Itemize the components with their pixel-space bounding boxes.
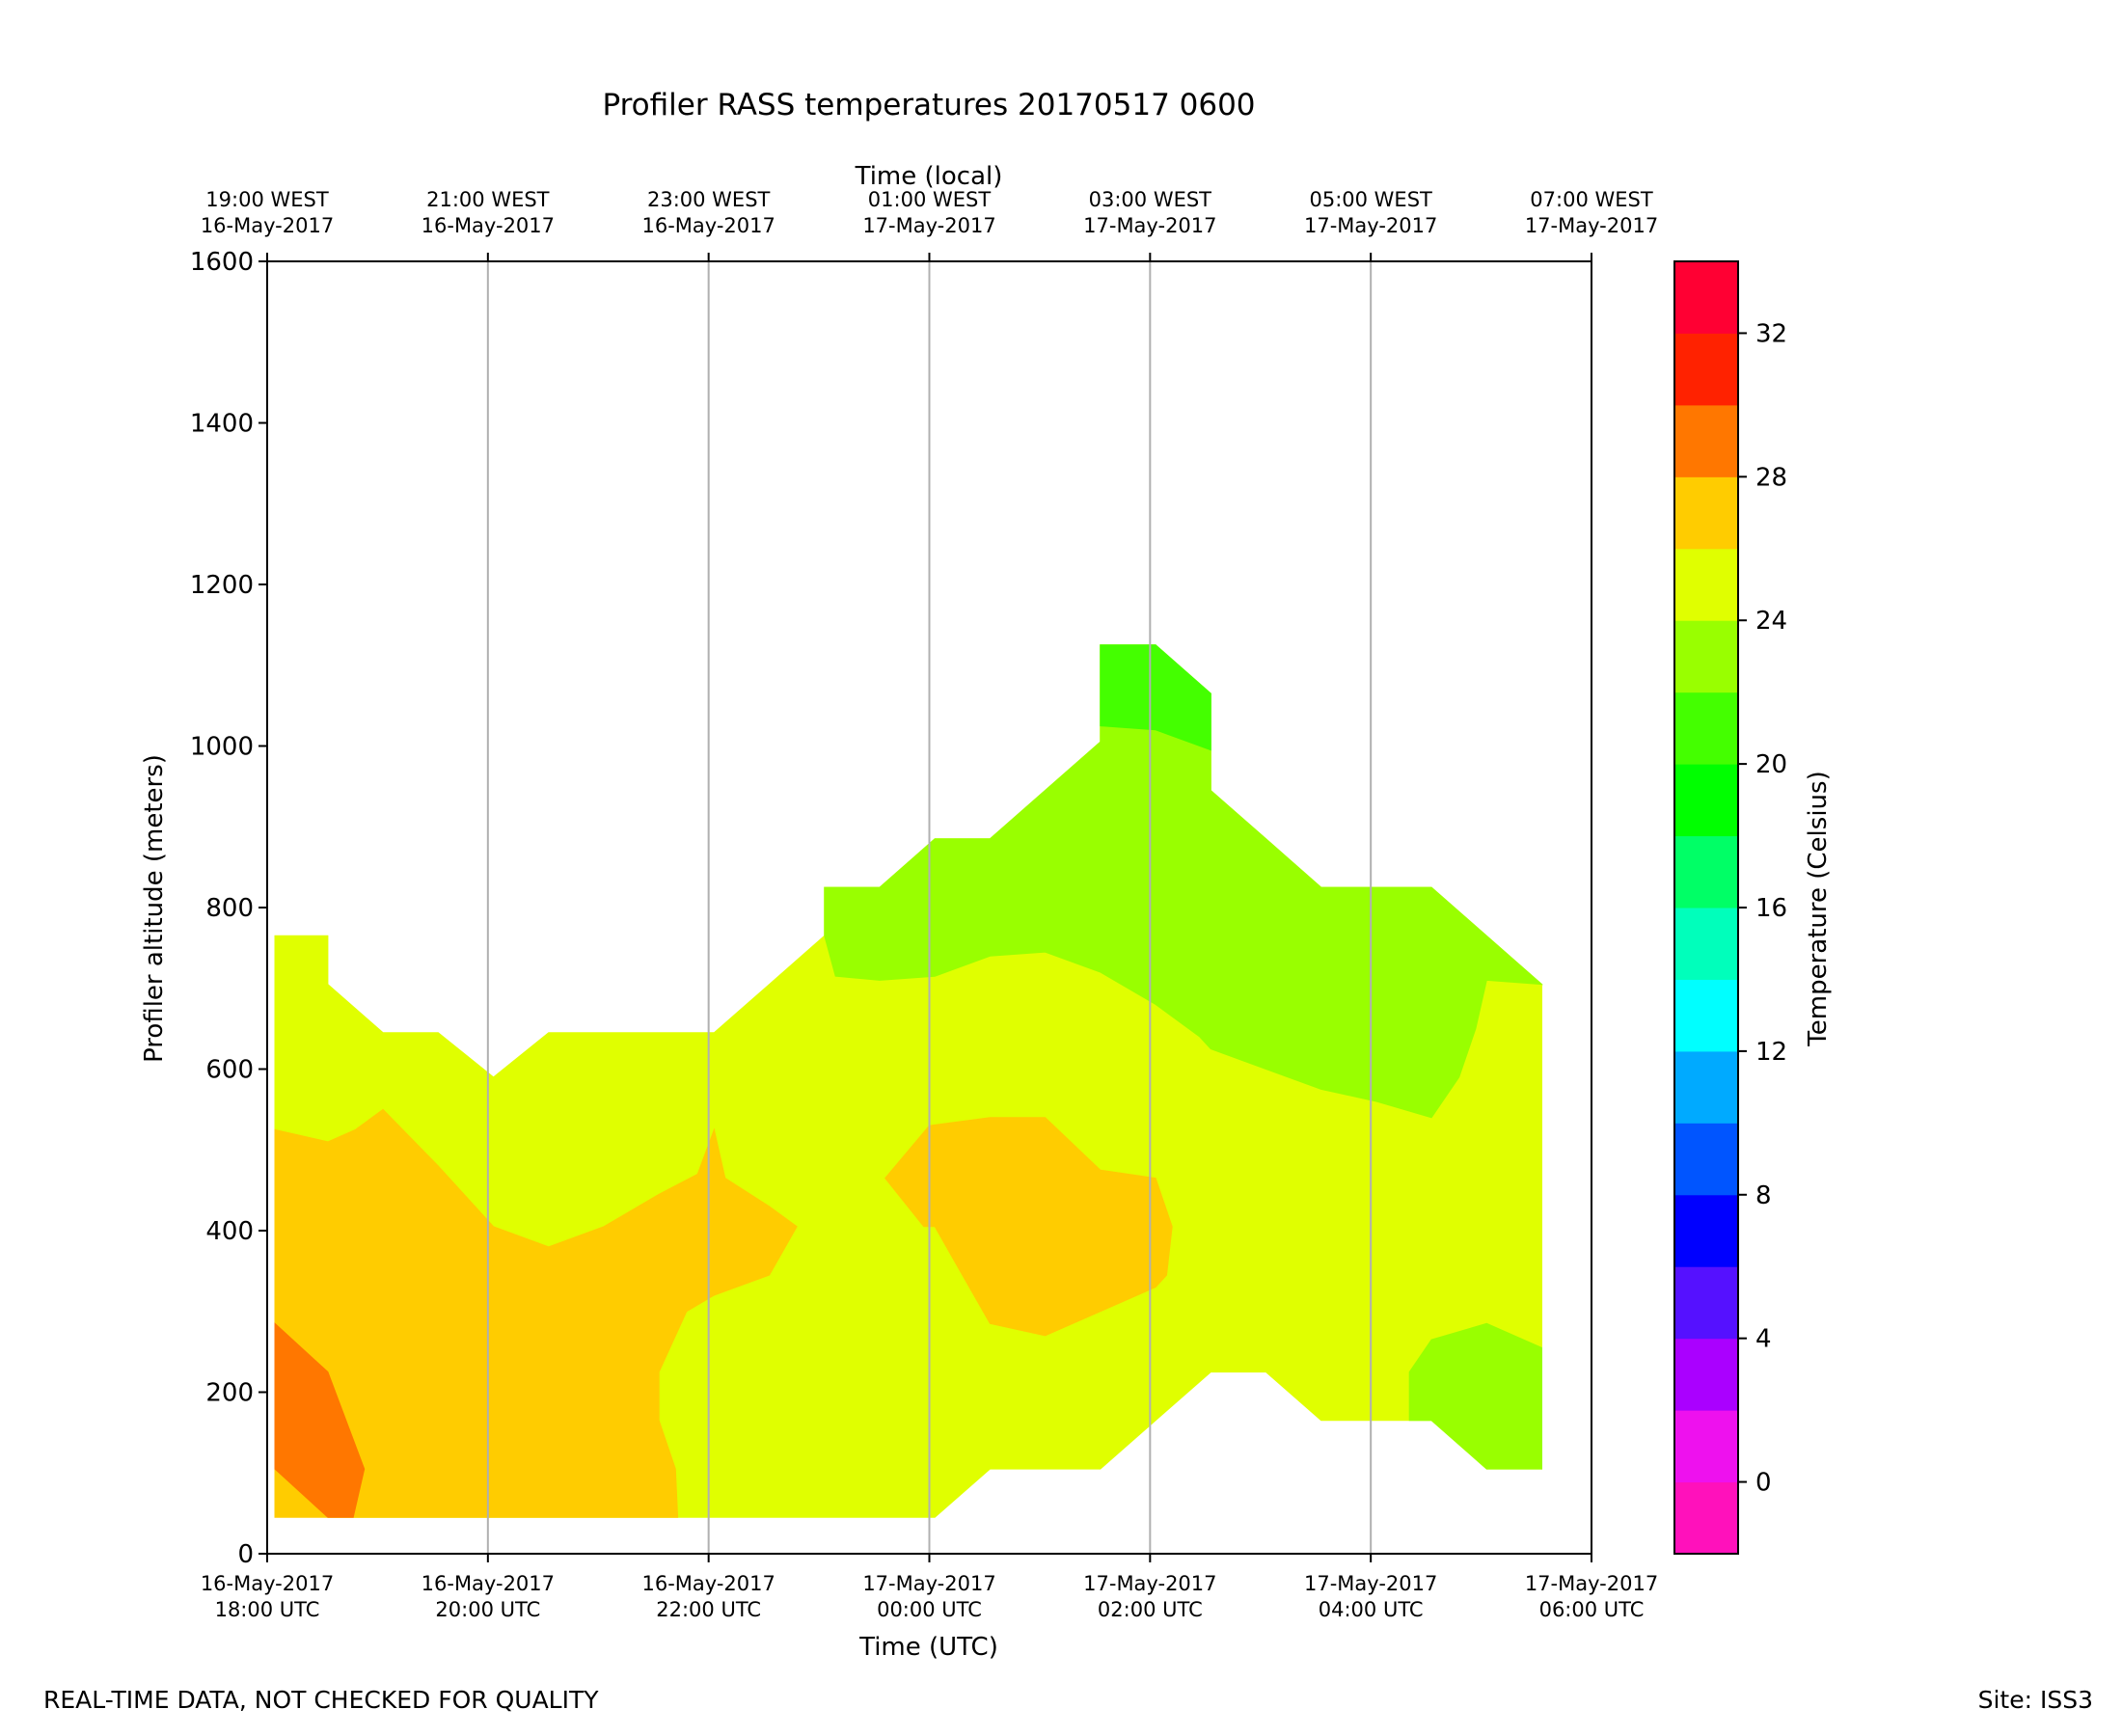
y-tick-label: 800	[205, 894, 254, 923]
contour-region-3	[274, 1322, 366, 1518]
colorbar-segment	[1674, 1050, 1738, 1124]
grid-lines	[486, 261, 1373, 1554]
x2-tick-label-time: 07:00 WEST	[1530, 188, 1653, 211]
x2-tick-label-date: 17-May-2017	[1525, 214, 1658, 237]
colorbar-tick-label: 4	[1755, 1325, 1772, 1354]
x-tick-label-time: 04:00 UTC	[1319, 1598, 1424, 1621]
contour-region-5	[1408, 1322, 1542, 1470]
x-tick-label-time: 22:00 UTC	[656, 1598, 761, 1621]
x-axis-local: 19:00 WEST 16-May-2017 21:00 WEST 16-May-20…	[201, 188, 1658, 261]
colorbar-segment	[1674, 835, 1738, 909]
colorbar-segment	[1674, 261, 1738, 334]
contour-region-4	[824, 644, 1543, 1119]
x-tick-label-date: 16-May-2017	[422, 1572, 555, 1595]
x-tick-label-date: 17-May-2017	[1083, 1572, 1216, 1595]
y-tick-label: 1400	[190, 410, 254, 439]
x2-tick-label-date: 16-May-2017	[201, 214, 334, 237]
contour-region-6	[1100, 644, 1211, 751]
colorbar-tick-label: 12	[1755, 1038, 1787, 1067]
colorbar-segment	[1674, 764, 1738, 837]
y-tick-label: 1600	[190, 248, 254, 277]
x2-tick-label-date: 16-May-2017	[422, 214, 555, 237]
x-tick-label-time: 00:00 UTC	[877, 1598, 982, 1621]
y-tick-label: 1200	[190, 571, 254, 600]
y-tick-label: 400	[205, 1217, 254, 1246]
colorbar-segment	[1674, 333, 1738, 406]
contour-region-2	[884, 1117, 1173, 1337]
x-tick-label-date: 17-May-2017	[1525, 1572, 1658, 1595]
colorbar-segment	[1674, 1481, 1738, 1555]
x-axis-utc: 16-May-2017 18:00 UTC 16-May-2017 20:00 UTC…	[201, 1554, 1658, 1621]
colorbar-segment	[1674, 1410, 1738, 1483]
colorbar-tick-label: 28	[1755, 463, 1787, 492]
x-tick-label-time: 06:00 UTC	[1539, 1598, 1645, 1621]
y-tick-label: 0	[237, 1540, 254, 1569]
colorbar-tick-label: 32	[1755, 319, 1787, 348]
y-axis: 0 200 400 600 800 1000 1200 1400 1600	[190, 248, 267, 1569]
colorbar-segment	[1674, 1266, 1738, 1340]
colorbar-segment	[1674, 1194, 1738, 1267]
y-tick-label: 600	[205, 1056, 254, 1085]
x-tick-label-time: 02:00 UTC	[1098, 1598, 1203, 1621]
x2-tick-label-time: 05:00 WEST	[1309, 188, 1432, 211]
x-tick-label-date: 17-May-2017	[862, 1572, 995, 1595]
x-tick-label-time: 20:00 UTC	[435, 1598, 540, 1621]
colorbar-tick-label: 24	[1755, 607, 1787, 636]
x2-tick-label-time: 19:00 WEST	[205, 188, 329, 211]
colorbar-segment	[1674, 692, 1738, 765]
colorbar-segment	[1674, 620, 1738, 693]
x-tick-label-time: 18:00 UTC	[215, 1598, 320, 1621]
x2-tick-label-date: 17-May-2017	[862, 214, 995, 237]
chart-title: Profiler RASS temperatures 20170517 0600	[602, 88, 1255, 122]
x-tick-label-date: 16-May-2017	[641, 1572, 775, 1595]
x2-axis-label: Time (local)	[855, 162, 1003, 191]
y-axis-label: Profiler altitude (meters)	[140, 754, 169, 1063]
x-tick-label-date: 16-May-2017	[201, 1572, 334, 1595]
colorbar-tick-label: 20	[1755, 750, 1787, 779]
contour-region-1	[274, 1108, 798, 1518]
x-tick-label-date: 17-May-2017	[1304, 1572, 1437, 1595]
x2-tick-label-date: 17-May-2017	[1304, 214, 1437, 237]
colorbar: 0 4 8 12 16 20 24 28 32	[1673, 260, 1787, 1555]
colorbar-tick-label: 8	[1755, 1181, 1772, 1210]
colorbar-segment	[1674, 979, 1738, 1052]
site-label: Site: ISS3	[1977, 1686, 2093, 1714]
colorbar-segment	[1674, 1123, 1738, 1196]
colorbar-tick-label: 0	[1755, 1469, 1772, 1498]
colorbar-label: Temperature (Celsius)	[1804, 771, 1833, 1046]
colorbar-segment	[1674, 1338, 1738, 1411]
x-axis-label: Time (UTC)	[858, 1633, 998, 1662]
x2-tick-label-date: 16-May-2017	[641, 214, 775, 237]
x2-tick-label-time: 03:00 WEST	[1089, 188, 1212, 211]
x2-tick-label-time: 23:00 WEST	[647, 188, 771, 211]
x2-tick-label-time: 01:00 WEST	[868, 188, 992, 211]
quality-note: REAL-TIME DATA, NOT CHECKED FOR QUALITY	[43, 1686, 599, 1714]
colorbar-segment	[1674, 548, 1738, 621]
y-tick-label: 200	[205, 1379, 254, 1408]
colorbar-segment	[1674, 404, 1738, 477]
x2-tick-label-date: 17-May-2017	[1083, 214, 1216, 237]
colorbar-tick-label: 16	[1755, 894, 1787, 923]
contour-regions	[274, 644, 1543, 1518]
y-tick-label: 1000	[190, 733, 254, 762]
colorbar-segment	[1674, 476, 1738, 550]
colorbar-segment	[1674, 908, 1738, 980]
x2-tick-label-time: 21:00 WEST	[426, 188, 550, 211]
